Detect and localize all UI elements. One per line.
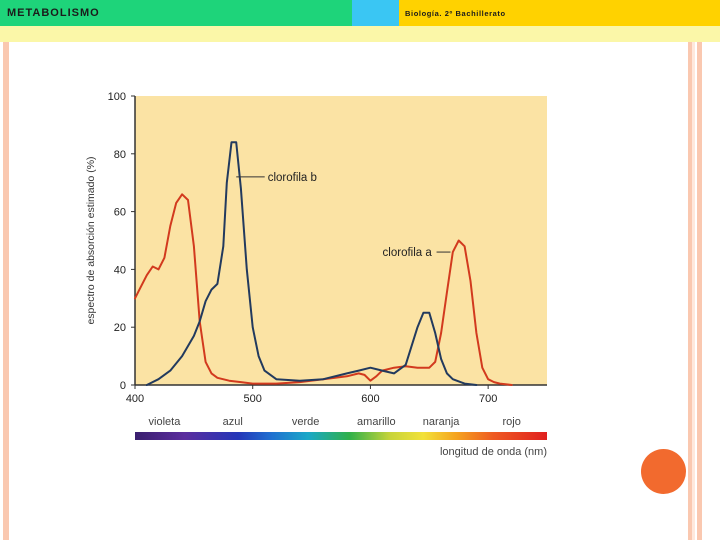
annotation-clorofila-b: clorofila b bbox=[268, 172, 317, 184]
color-band-label: verde bbox=[292, 416, 320, 428]
slide-subtitle: Biología. 2º Bachillerato bbox=[405, 9, 506, 18]
color-band-label: rojo bbox=[503, 416, 521, 428]
header-green-segment bbox=[0, 0, 352, 26]
visible-spectrum-bar bbox=[135, 432, 547, 440]
absorption-chart: 0 20 40 60 80 100 400 500 600 700 espectro de abso… bbox=[85, 91, 547, 458]
color-band-label: azul bbox=[223, 416, 243, 428]
slide-title: METABOLISMO bbox=[7, 7, 100, 19]
y-tick-label: 40 bbox=[114, 264, 126, 276]
plot-background bbox=[135, 96, 547, 385]
header-yellow-segment bbox=[399, 0, 720, 26]
header-blue-segment bbox=[352, 0, 399, 26]
right-frame-border-outer bbox=[697, 42, 702, 540]
annotation-clorofila-a: clorofila a bbox=[383, 247, 433, 259]
x-tick-label: 700 bbox=[479, 393, 497, 405]
x-tick-label: 500 bbox=[244, 393, 262, 405]
x-axis-label: longitud de onda (nm) bbox=[440, 446, 547, 458]
header-bar: METABOLISMO Biología. 2º Bachillerato bbox=[0, 0, 720, 26]
y-tick-label: 20 bbox=[114, 322, 126, 334]
left-frame-border bbox=[3, 42, 9, 540]
color-band-label: naranja bbox=[423, 416, 461, 428]
series-line-clorofila-b bbox=[145, 141, 478, 386]
right-frame-border bbox=[688, 42, 695, 540]
y-axis-label: espectro de absorción estimado (%) bbox=[85, 156, 97, 324]
color-band-label: violeta bbox=[149, 416, 182, 428]
series-line-clorofila-a bbox=[134, 193, 513, 386]
header-strip bbox=[0, 26, 720, 42]
color-band-label: amarillo bbox=[357, 416, 396, 428]
y-tick-label: 60 bbox=[114, 207, 126, 219]
decorative-circle bbox=[641, 449, 686, 494]
x-tick-label: 600 bbox=[361, 393, 379, 405]
y-tick-label: 0 bbox=[120, 380, 126, 392]
x-tick-label: 400 bbox=[126, 393, 144, 405]
y-tick-label: 100 bbox=[108, 91, 126, 103]
y-tick-label: 80 bbox=[114, 149, 126, 161]
